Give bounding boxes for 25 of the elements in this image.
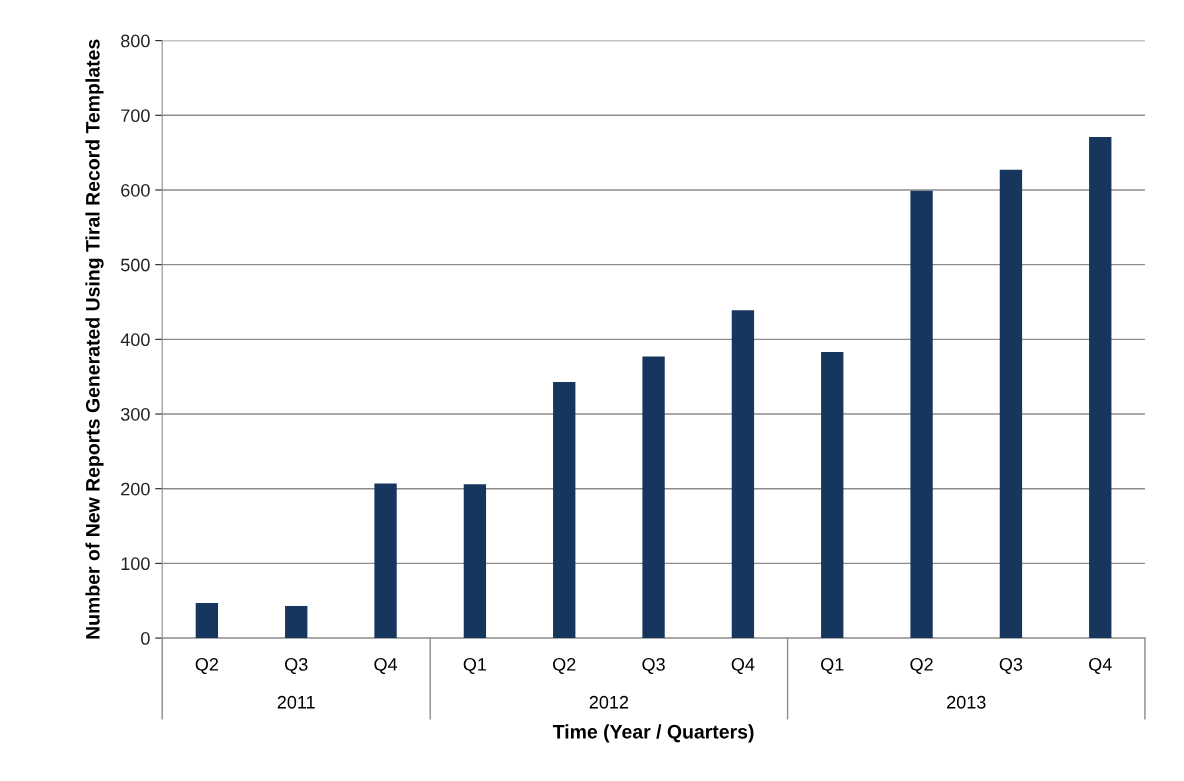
text: 2013 [947, 695, 986, 709]
y-tick-label: 600 [121, 183, 150, 197]
y-tick-label: 700 [121, 109, 150, 123]
text: 2011 [277, 695, 315, 709]
y-tick-label: 300 [120, 407, 150, 421]
x-tick-label: Q2 [553, 658, 576, 675]
x-tick-label: Q3 [642, 658, 665, 675]
y-axis-title: Number of New Reports Generated Using Tiral Record Templates [85, 39, 104, 639]
x-tick-label: Q1 [821, 658, 844, 675]
y-tick-label: 400 [120, 333, 150, 347]
x-tick-label: Q3 [999, 658, 1023, 675]
x-tick-label: Q3 [285, 658, 308, 675]
x-tick-label: Q2 [910, 658, 933, 675]
x-axis-title: Time (Year / Quarters) [552, 724, 754, 743]
y-tick-label: 0 [141, 632, 150, 645]
x-tick-label: Q2 [195, 658, 219, 675]
y-tick-label: 100 [121, 557, 150, 571]
x-tick-label: Q1 [463, 658, 487, 675]
x-tick-label: Q4 [374, 658, 398, 675]
y-tick-label: 200 [121, 482, 150, 496]
x-tick-label: Q4 [1089, 658, 1112, 675]
y-tick-label: 800 [121, 34, 150, 48]
y-tick-label: 500 [121, 258, 150, 272]
x-tick-label: Q4 [731, 658, 755, 675]
text: 2012 [589, 695, 629, 709]
